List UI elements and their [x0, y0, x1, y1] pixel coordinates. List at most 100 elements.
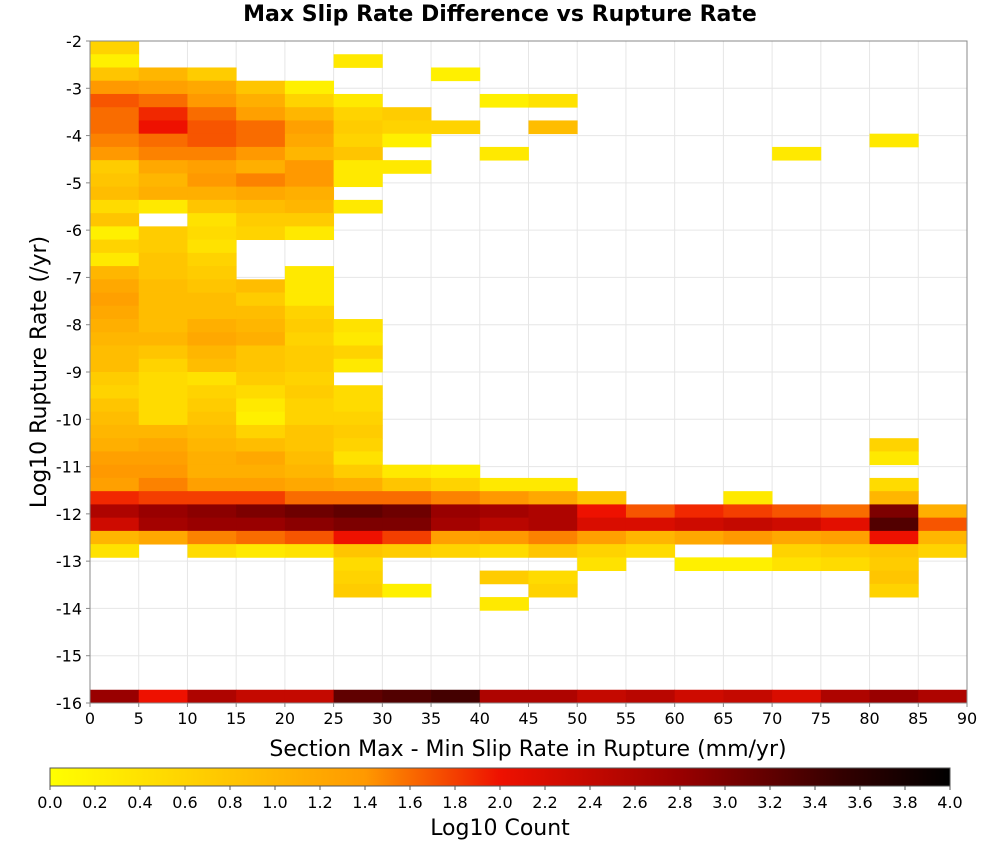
heatmap-cell: [90, 464, 140, 479]
heatmap-cell: [772, 146, 822, 161]
heatmap-cell: [236, 411, 286, 426]
heatmap-cell: [236, 319, 286, 333]
colorbar-tick-label: 4.0: [937, 793, 962, 812]
heatmap-cell: [284, 385, 335, 399]
colorbar-tick-label: 2.2: [532, 793, 557, 812]
heatmap-cell: [333, 332, 383, 346]
heatmap-cell: [333, 438, 383, 452]
heatmap-cell: [187, 80, 237, 95]
heatmap-cell: [138, 133, 188, 148]
heatmap-cell: [90, 332, 140, 346]
y-axis-label: Log10 Rupture Rate (/yr): [27, 236, 52, 508]
heatmap-cell: [138, 358, 188, 373]
x-tick-label: 90: [957, 709, 977, 728]
heatmap-cell: [333, 133, 383, 148]
y-tick-label: -2: [66, 32, 82, 51]
heatmap-cell: [333, 199, 383, 214]
heatmap-cell: [187, 173, 237, 188]
heatmap-cell: [479, 689, 529, 704]
heatmap-cell: [138, 120, 188, 135]
heatmap-cell: [284, 424, 335, 439]
heatmap-cell: [138, 385, 188, 399]
heatmap-cell: [820, 517, 870, 532]
heatmap-cell: [723, 530, 773, 545]
heatmap-cell: [236, 398, 286, 413]
heatmap-cell: [869, 570, 919, 585]
heatmap-cells: [90, 41, 968, 704]
heatmap-cell: [431, 504, 481, 519]
heatmap-cell: [577, 557, 627, 571]
heatmap-cell: [187, 279, 237, 293]
colorbar-tick-label: 3.4: [802, 793, 827, 812]
heatmap-cell: [625, 504, 676, 519]
heatmap-cell: [138, 67, 188, 82]
heatmap-cell: [382, 477, 432, 492]
heatmap-cell: [772, 504, 822, 519]
heatmap-cell: [138, 319, 188, 333]
heatmap-cell: [333, 54, 383, 68]
heatmap-cell: [138, 477, 188, 492]
y-tick-label: -11: [56, 458, 82, 477]
heatmap-cell: [236, 279, 286, 293]
heatmap-cell: [333, 451, 383, 466]
heatmap-cell: [90, 411, 140, 426]
y-tick-label: -7: [66, 268, 82, 287]
heatmap-cell: [333, 358, 383, 373]
heatmap-cell: [187, 266, 237, 280]
colorbar-tick-label: 2.6: [622, 793, 647, 812]
heatmap-cell: [528, 517, 578, 532]
heatmap-cell: [187, 133, 237, 148]
heatmap-cell: [90, 133, 140, 148]
heatmap-cell: [284, 689, 335, 704]
heatmap-cell: [138, 173, 188, 188]
heatmap-cell: [138, 424, 188, 439]
heatmap-cell: [236, 689, 286, 704]
heatmap-cell: [236, 93, 286, 108]
heatmap-cell: [138, 305, 188, 320]
heatmap-cell: [284, 504, 335, 519]
heatmap-cell: [284, 146, 335, 161]
heatmap-cell: [528, 477, 578, 492]
heatmap-cell: [333, 385, 383, 399]
heatmap-cell: [236, 199, 286, 214]
heatmap-cell: [918, 530, 968, 545]
heatmap-cell: [236, 530, 286, 545]
heatmap-cell: [284, 372, 335, 386]
heatmap-cell: [187, 689, 237, 704]
heatmap-cell: [479, 93, 529, 108]
heatmap-cell: [90, 120, 140, 135]
heatmap-cell: [577, 689, 627, 704]
heatmap-cell: [431, 517, 481, 532]
x-tick-label: 40: [470, 709, 490, 728]
heatmap-cell: [187, 491, 237, 505]
colorbar-tick-label: 3.8: [892, 793, 917, 812]
heatmap-cell: [723, 504, 773, 519]
heatmap-cell: [284, 173, 335, 188]
colorbar-tick-label: 2.8: [667, 793, 692, 812]
heatmap-cell: [869, 544, 919, 558]
x-tick-label: 50: [567, 709, 587, 728]
heatmap-cell: [236, 517, 286, 532]
heatmap-cell: [333, 583, 383, 598]
heatmap-cell: [138, 292, 188, 307]
heatmap-cell: [431, 464, 481, 479]
heatmap-cell: [772, 689, 822, 704]
heatmap-cell: [333, 530, 383, 545]
heatmap-cell: [674, 530, 724, 545]
heatmap-cell: [284, 332, 335, 346]
heatmap-cell: [187, 226, 237, 240]
heatmap-cell: [236, 173, 286, 188]
y-tick-label: -8: [66, 316, 82, 335]
heatmap-cell: [187, 213, 237, 227]
heatmap-cell: [528, 120, 578, 135]
heatmap-cell: [187, 186, 237, 201]
heatmap-cell: [382, 530, 432, 545]
heatmap-cell: [333, 544, 383, 558]
heatmap-cell: [138, 491, 188, 505]
x-tick-label: 20: [275, 709, 295, 728]
heatmap-cell: [90, 107, 140, 121]
colorbar-tick-label: 0.8: [217, 793, 242, 812]
heatmap-cell: [333, 107, 383, 121]
heatmap-cell: [333, 504, 383, 519]
heatmap-cell: [138, 372, 188, 386]
